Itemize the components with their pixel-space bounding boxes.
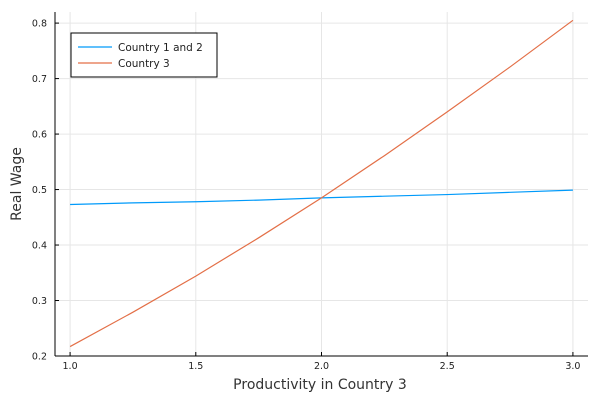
y-axis-title: Real Wage <box>9 147 25 221</box>
legend-label-country-3: Country 3 <box>118 58 170 70</box>
x-axis-title: Productivity in Country 3 <box>233 377 407 393</box>
y-tick-label: 0.4 <box>32 241 47 252</box>
series <box>69 19 574 348</box>
legend: Country 1 and 2 Country 3 <box>70 32 218 78</box>
x-tick-label: 1.0 <box>63 361 78 372</box>
legend-box <box>70 32 218 78</box>
y-tick-label: 0.5 <box>32 185 47 196</box>
x-tick-label: 1.5 <box>188 361 203 372</box>
series-line-country-3 <box>69 19 574 348</box>
y-tick-label: 0.8 <box>32 19 47 30</box>
y-tick-label: 0.2 <box>32 352 47 363</box>
y-tick-label: 0.7 <box>32 74 47 85</box>
y-tick-label: 0.6 <box>32 130 47 141</box>
legend-label-country-1-and-2: Country 1 and 2 <box>118 42 203 54</box>
y-tick-label: 0.3 <box>32 296 47 307</box>
x-tick-label: 2.5 <box>440 361 455 372</box>
x-tick-label: 3.0 <box>565 361 580 372</box>
x-tick-label: 2.0 <box>314 361 329 372</box>
ticks: 1.0 1.5 2.0 2.5 3.0 0.2 0.3 0.4 0.5 0.6 0.7 0.8 <box>32 19 581 372</box>
